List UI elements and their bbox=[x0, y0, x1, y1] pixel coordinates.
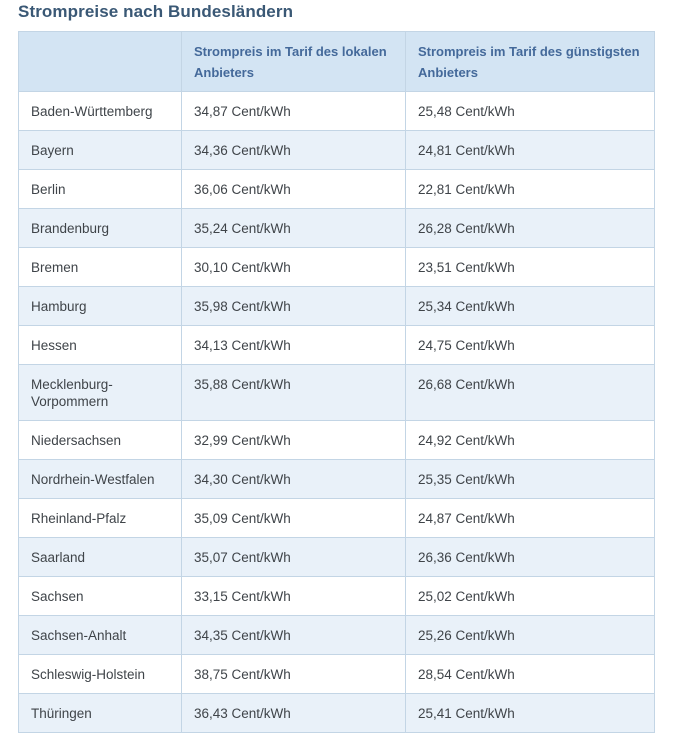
electricity-price-table: Strompreis im Tarif des lokalen Anbieter… bbox=[18, 31, 655, 733]
cheapest-price-cell: 26,36 Cent/kWh bbox=[405, 537, 655, 577]
local-price-cell: 30,10 Cent/kWh bbox=[181, 247, 406, 287]
page-title: Strompreise nach Bundesländern bbox=[18, 2, 294, 21]
state-cell: Mecklenburg-Vorpommern bbox=[18, 364, 182, 421]
local-price-cell: 36,06 Cent/kWh bbox=[181, 169, 406, 209]
cheapest-price-cell: 24,92 Cent/kWh bbox=[405, 420, 655, 460]
local-price-cell: 34,87 Cent/kWh bbox=[181, 91, 406, 131]
content-area: Strompreise nach Bundesländern Stromprei… bbox=[18, 2, 655, 733]
local-price-cell: 34,13 Cent/kWh bbox=[181, 325, 406, 365]
table-header: Strompreis im Tarif des lokalen Anbieter… bbox=[18, 31, 655, 92]
local-price-cell: 35,88 Cent/kWh bbox=[181, 364, 406, 421]
local-price-cell: 34,35 Cent/kWh bbox=[181, 615, 406, 655]
table-row: Bayern 34,36 Cent/kWh 24,81 Cent/kWh bbox=[18, 130, 655, 170]
state-cell: Saarland bbox=[18, 537, 182, 577]
state-cell: Hessen bbox=[18, 325, 182, 365]
state-cell: Hamburg bbox=[18, 286, 182, 326]
state-cell: Niedersachsen bbox=[18, 420, 182, 460]
local-price-cell: 35,07 Cent/kWh bbox=[181, 537, 406, 577]
cheapest-price-cell: 22,81 Cent/kWh bbox=[405, 169, 655, 209]
cheapest-price-cell: 23,51 Cent/kWh bbox=[405, 247, 655, 287]
table-row: Saarland 35,07 Cent/kWh 26,36 Cent/kWh bbox=[18, 537, 655, 577]
table-row: Niedersachsen 32,99 Cent/kWh 24,92 Cent/… bbox=[18, 420, 655, 460]
table-header-row: Strompreis im Tarif des lokalen Anbieter… bbox=[18, 31, 655, 92]
table-row: Schleswig-Holstein 38,75 Cent/kWh 28,54 … bbox=[18, 654, 655, 694]
cheapest-price-cell: 24,81 Cent/kWh bbox=[405, 130, 655, 170]
state-cell: Rheinland-Pfalz bbox=[18, 498, 182, 538]
cheapest-price-cell: 26,28 Cent/kWh bbox=[405, 208, 655, 248]
table-row: Rheinland-Pfalz 35,09 Cent/kWh 24,87 Cen… bbox=[18, 498, 655, 538]
table-row: Bremen 30,10 Cent/kWh 23,51 Cent/kWh bbox=[18, 247, 655, 287]
cheapest-price-cell: 25,35 Cent/kWh bbox=[405, 459, 655, 499]
cheapest-price-cell: 25,02 Cent/kWh bbox=[405, 576, 655, 616]
header-cell-local-provider: Strompreis im Tarif des lokalen Anbieter… bbox=[181, 31, 406, 92]
header-cell-cheapest-provider: Strompreis im Tarif des günstigsten Anbi… bbox=[405, 31, 655, 92]
cheapest-price-cell: 25,26 Cent/kWh bbox=[405, 615, 655, 655]
table-row: Brandenburg 35,24 Cent/kWh 26,28 Cent/kW… bbox=[18, 208, 655, 248]
cheapest-price-cell: 24,75 Cent/kWh bbox=[405, 325, 655, 365]
cheapest-price-cell: 25,34 Cent/kWh bbox=[405, 286, 655, 326]
table-row: Berlin 36,06 Cent/kWh 22,81 Cent/kWh bbox=[18, 169, 655, 209]
table-row: Baden-Württemberg 34,87 Cent/kWh 25,48 C… bbox=[18, 91, 655, 131]
state-cell: Schleswig-Holstein bbox=[18, 654, 182, 694]
state-cell: Sachsen-Anhalt bbox=[18, 615, 182, 655]
local-price-cell: 35,09 Cent/kWh bbox=[181, 498, 406, 538]
cheapest-price-cell: 25,41 Cent/kWh bbox=[405, 693, 655, 733]
cheapest-price-cell: 24,87 Cent/kWh bbox=[405, 498, 655, 538]
state-cell: Bayern bbox=[18, 130, 182, 170]
local-price-cell: 34,30 Cent/kWh bbox=[181, 459, 406, 499]
state-cell: Thüringen bbox=[18, 693, 182, 733]
table-body: Baden-Württemberg 34,87 Cent/kWh 25,48 C… bbox=[18, 91, 655, 733]
cheapest-price-cell: 26,68 Cent/kWh bbox=[405, 364, 655, 421]
table-row: Nordrhein-Westfalen 34,30 Cent/kWh 25,35… bbox=[18, 459, 655, 499]
state-cell: Sachsen bbox=[18, 576, 182, 616]
state-cell: Berlin bbox=[18, 169, 182, 209]
table-row: Thüringen 36,43 Cent/kWh 25,41 Cent/kWh bbox=[18, 693, 655, 733]
table-row: Sachsen-Anhalt 34,35 Cent/kWh 25,26 Cent… bbox=[18, 615, 655, 655]
local-price-cell: 35,24 Cent/kWh bbox=[181, 208, 406, 248]
local-price-cell: 34,36 Cent/kWh bbox=[181, 130, 406, 170]
cheapest-price-cell: 28,54 Cent/kWh bbox=[405, 654, 655, 694]
local-price-cell: 36,43 Cent/kWh bbox=[181, 693, 406, 733]
local-price-cell: 35,98 Cent/kWh bbox=[181, 286, 406, 326]
header-cell-state bbox=[18, 31, 182, 92]
state-cell: Bremen bbox=[18, 247, 182, 287]
table-row: Mecklenburg-Vorpommern 35,88 Cent/kWh 26… bbox=[18, 364, 655, 421]
cheapest-price-cell: 25,48 Cent/kWh bbox=[405, 91, 655, 131]
state-cell: Brandenburg bbox=[18, 208, 182, 248]
state-cell: Baden-Württemberg bbox=[18, 91, 182, 131]
table-row: Sachsen 33,15 Cent/kWh 25,02 Cent/kWh bbox=[18, 576, 655, 616]
state-cell: Nordrhein-Westfalen bbox=[18, 459, 182, 499]
local-price-cell: 33,15 Cent/kWh bbox=[181, 576, 406, 616]
table-row: Hamburg 35,98 Cent/kWh 25,34 Cent/kWh bbox=[18, 286, 655, 326]
table-row: Hessen 34,13 Cent/kWh 24,75 Cent/kWh bbox=[18, 325, 655, 365]
local-price-cell: 32,99 Cent/kWh bbox=[181, 420, 406, 460]
local-price-cell: 38,75 Cent/kWh bbox=[181, 654, 406, 694]
